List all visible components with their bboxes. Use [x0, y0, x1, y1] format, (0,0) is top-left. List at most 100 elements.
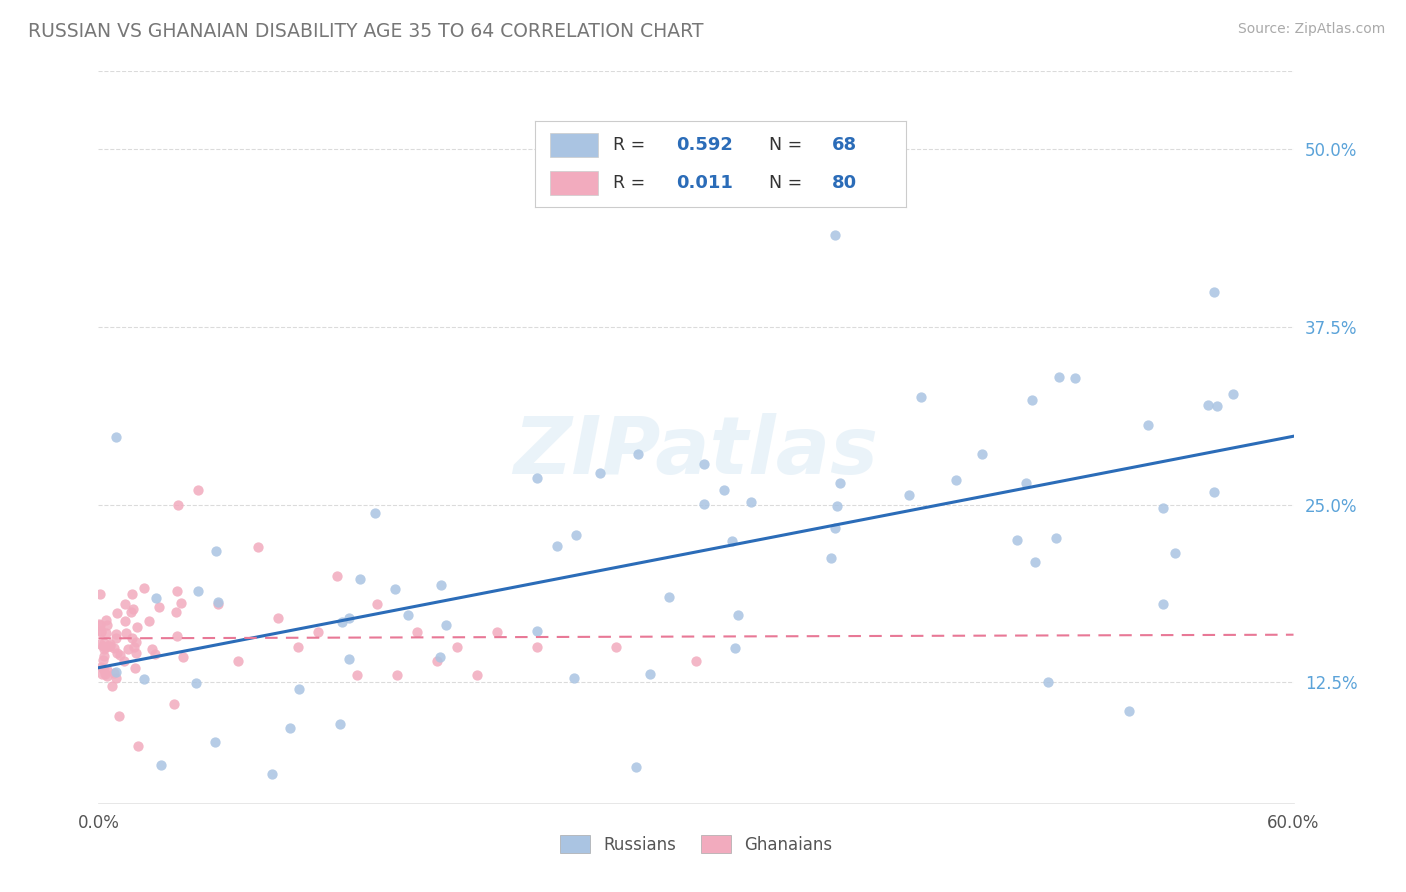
- Point: [163, 697, 186, 711]
- Point: [108, 648, 131, 662]
- Point: [114, 614, 136, 628]
- Point: [226, 654, 249, 668]
- Point: [1206, 399, 1229, 413]
- Text: 0.592: 0.592: [676, 136, 733, 153]
- Point: [278, 721, 301, 735]
- Point: [945, 473, 967, 487]
- Point: [364, 507, 387, 521]
- Point: [125, 646, 148, 660]
- Point: [104, 665, 127, 679]
- Point: [121, 631, 143, 645]
- Text: 80: 80: [832, 174, 856, 192]
- Point: [429, 649, 451, 664]
- Point: [658, 591, 681, 605]
- Point: [104, 627, 127, 641]
- Point: [605, 640, 627, 654]
- Point: [93, 653, 115, 667]
- Point: [349, 572, 371, 586]
- Point: [207, 595, 229, 609]
- Point: [1007, 533, 1029, 547]
- Point: [105, 646, 128, 660]
- Point: [170, 596, 193, 610]
- Text: RUSSIAN VS GHANAIAN DISABILITY AGE 35 TO 64 CORRELATION CHART: RUSSIAN VS GHANAIAN DISABILITY AGE 35 TO…: [28, 22, 703, 41]
- Point: [204, 735, 226, 749]
- Point: [898, 488, 921, 502]
- Point: [120, 606, 142, 620]
- Point: [105, 430, 128, 444]
- Point: [446, 640, 468, 654]
- Point: [626, 760, 648, 774]
- Point: [1152, 597, 1174, 611]
- Point: [830, 475, 852, 490]
- Point: [287, 640, 309, 654]
- Point: [93, 663, 115, 677]
- Point: [187, 483, 209, 498]
- Point: [307, 625, 329, 640]
- FancyBboxPatch shape: [550, 170, 599, 194]
- Point: [166, 584, 188, 599]
- Point: [1024, 555, 1046, 569]
- Point: [90, 624, 112, 639]
- Point: [434, 617, 457, 632]
- Point: [94, 626, 117, 640]
- Point: [150, 758, 173, 772]
- Point: [125, 634, 148, 648]
- Point: [565, 528, 588, 542]
- Point: [329, 717, 352, 731]
- Point: [430, 578, 453, 592]
- Point: [96, 663, 118, 677]
- Point: [145, 591, 167, 606]
- Text: N =: N =: [769, 174, 807, 192]
- Point: [186, 676, 208, 690]
- Point: [485, 625, 508, 640]
- Point: [114, 598, 136, 612]
- Point: [141, 641, 163, 656]
- Point: [96, 617, 118, 632]
- Point: [824, 227, 846, 242]
- Point: [627, 447, 650, 461]
- Point: [346, 668, 368, 682]
- Point: [93, 648, 115, 663]
- Point: [103, 666, 125, 681]
- Point: [1136, 417, 1159, 432]
- Point: [93, 641, 115, 656]
- Point: [90, 624, 112, 638]
- Point: [337, 652, 360, 666]
- Point: [1118, 704, 1140, 718]
- Point: [121, 587, 143, 601]
- Point: [326, 568, 349, 582]
- Text: N =: N =: [769, 136, 807, 153]
- Point: [167, 498, 190, 512]
- Point: [89, 637, 111, 651]
- Point: [124, 640, 146, 654]
- Point: [112, 654, 135, 668]
- Point: [104, 631, 127, 645]
- Point: [337, 611, 360, 625]
- Text: Source: ZipAtlas.com: Source: ZipAtlas.com: [1237, 22, 1385, 37]
- Point: [1064, 371, 1087, 385]
- Point: [148, 599, 170, 614]
- Point: [117, 641, 139, 656]
- Point: [1202, 285, 1225, 299]
- Point: [96, 614, 118, 628]
- Point: [385, 668, 409, 682]
- Point: [132, 672, 155, 686]
- Point: [526, 640, 548, 654]
- Point: [1222, 387, 1244, 401]
- Point: [93, 640, 115, 655]
- Point: [138, 614, 160, 628]
- Point: [187, 583, 209, 598]
- Text: R =: R =: [613, 174, 651, 192]
- Point: [143, 647, 166, 661]
- Legend: Russians, Ghanaians: Russians, Ghanaians: [553, 829, 839, 860]
- Point: [589, 466, 612, 480]
- Point: [124, 661, 146, 675]
- Point: [562, 671, 585, 685]
- Point: [165, 605, 187, 619]
- Point: [172, 649, 194, 664]
- Point: [105, 672, 128, 686]
- Point: [721, 534, 744, 549]
- Point: [638, 666, 661, 681]
- Point: [330, 615, 353, 629]
- Point: [93, 635, 115, 649]
